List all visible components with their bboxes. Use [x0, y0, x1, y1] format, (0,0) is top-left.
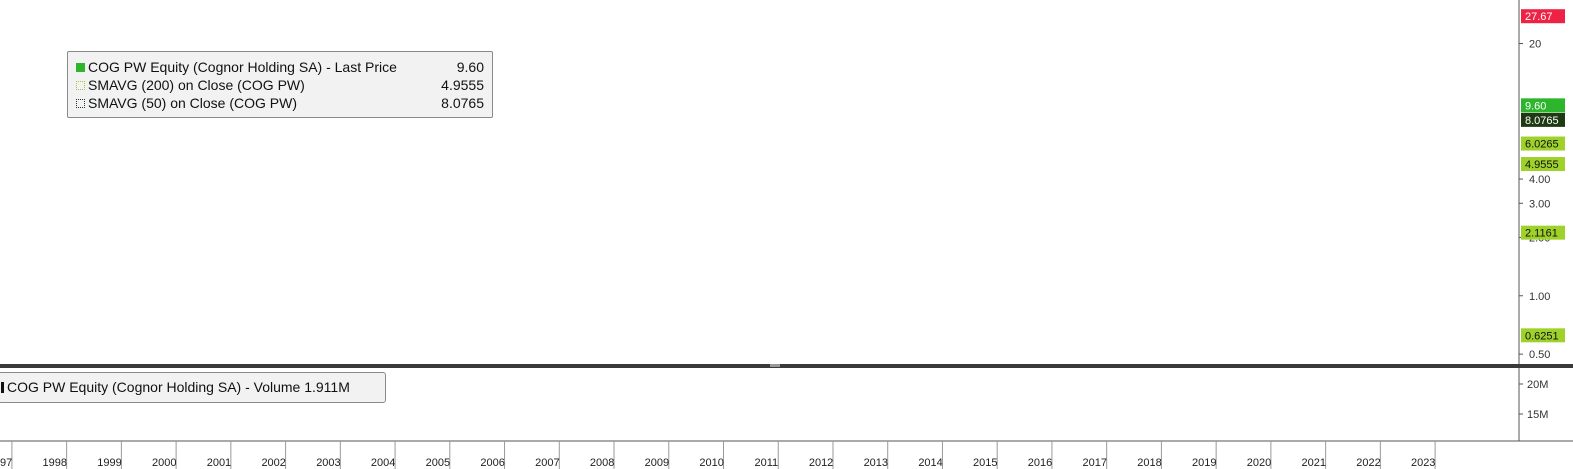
legend-row-sma200: SMAVG (200) on Close (COG PW) 4.9555 [74, 77, 484, 94]
x-tick-label: 2001 [207, 457, 231, 469]
x-tick-label: 2018 [1137, 457, 1161, 469]
panel-splitter-handle [770, 364, 780, 367]
legend-swatch-price [76, 63, 85, 72]
value-label: 6.0265 [1525, 139, 1559, 151]
x-tick-label: 2014 [918, 457, 942, 469]
value-label-bg [1521, 328, 1565, 343]
volume-legend: COG PW Equity (Cognor Holding SA) - Volu… [0, 372, 386, 403]
x-tick-label: 2012 [809, 457, 833, 469]
volume-legend-marker [1, 382, 4, 393]
x-tick-label: 2009 [645, 457, 669, 469]
x-tick-label: 2000 [152, 457, 176, 469]
panel-separator [0, 364, 1573, 368]
x-tick-label: 2010 [699, 457, 723, 469]
y-tick-label: 4.00 [1529, 174, 1550, 186]
x-tick-label: 2023 [1411, 457, 1435, 469]
x-tick-label: 2005 [426, 457, 450, 469]
value-label: 9.60 [1525, 100, 1546, 112]
x-tick-label: 2008 [590, 457, 614, 469]
x-tick-label: 2016 [1028, 457, 1052, 469]
x-tick-label: 1999 [97, 457, 121, 469]
price-legend: COG PW Equity (Cognor Holding SA) - Last… [67, 51, 493, 118]
x-tick-label: 2021 [1301, 457, 1325, 469]
legend-sma50-value: 8.0765 [441, 95, 484, 111]
x-tick-label: 2015 [973, 457, 997, 469]
y-tick-label: 0.50 [1529, 349, 1550, 361]
legend-price-value: 9.60 [456, 59, 484, 75]
x-tick-label: 2002 [261, 457, 285, 469]
x-tick-label: 2007 [535, 457, 559, 469]
value-label: 4.9555 [1525, 159, 1559, 171]
x-tick-label: 2013 [864, 457, 888, 469]
value-label-bg [1521, 225, 1565, 240]
value-label-bg [1521, 157, 1565, 172]
x-tick-label: 2019 [1192, 457, 1216, 469]
volume-tick-label: 15M [1527, 409, 1548, 421]
y-tick-label: 3.00 [1529, 198, 1550, 210]
x-tick-label: 2022 [1356, 457, 1380, 469]
value-label-bg [1521, 98, 1565, 113]
legend-swatch-sma200 [76, 81, 85, 90]
x-tick-label: 2003 [316, 457, 340, 469]
legend-sma200-label: SMAVG (200) on Close (COG PW) [88, 77, 305, 93]
x-tick-label: 1998 [42, 457, 66, 469]
y-tick-label: 20 [1529, 39, 1541, 51]
x-tick-label: 2017 [1083, 457, 1107, 469]
value-label: 27.67 [1525, 11, 1553, 23]
x-tick-label: 2011 [755, 457, 779, 469]
x-tick-label: 1997 [0, 457, 12, 469]
legend-row-price: COG PW Equity (Cognor Holding SA) - Last… [74, 59, 484, 76]
legend-sma200-value: 4.9555 [441, 77, 484, 93]
value-label-bg [1521, 112, 1565, 127]
legend-row-sma50: SMAVG (50) on Close (COG PW) 8.0765 [74, 95, 484, 112]
y-tick-label: 1.00 [1529, 291, 1550, 303]
x-tick-label: 2006 [480, 457, 504, 469]
x-tick-label: 2004 [371, 457, 395, 469]
value-label: 0.6251 [1525, 330, 1559, 342]
legend-price-label: COG PW Equity (Cognor Holding SA) - Last… [88, 59, 397, 75]
value-label-bg [1521, 9, 1565, 24]
value-label: 2.1161 [1525, 228, 1558, 240]
x-tick-label: 2020 [1247, 457, 1271, 469]
right-labels: 27.67 9.60 8.0765 6.0265 4.9555 2.1161 0.6251 [1521, 9, 1565, 343]
value-label: 8.0765 [1525, 115, 1559, 127]
legend-sma50-label: SMAVG (50) on Close (COG PW) [88, 95, 298, 111]
value-label-bg [1521, 136, 1565, 151]
volume-tick-label: 20M [1527, 379, 1548, 391]
volume-legend-label: COG PW Equity (Cognor Holding SA) - Volu… [7, 379, 350, 395]
legend-swatch-sma50 [76, 99, 85, 108]
